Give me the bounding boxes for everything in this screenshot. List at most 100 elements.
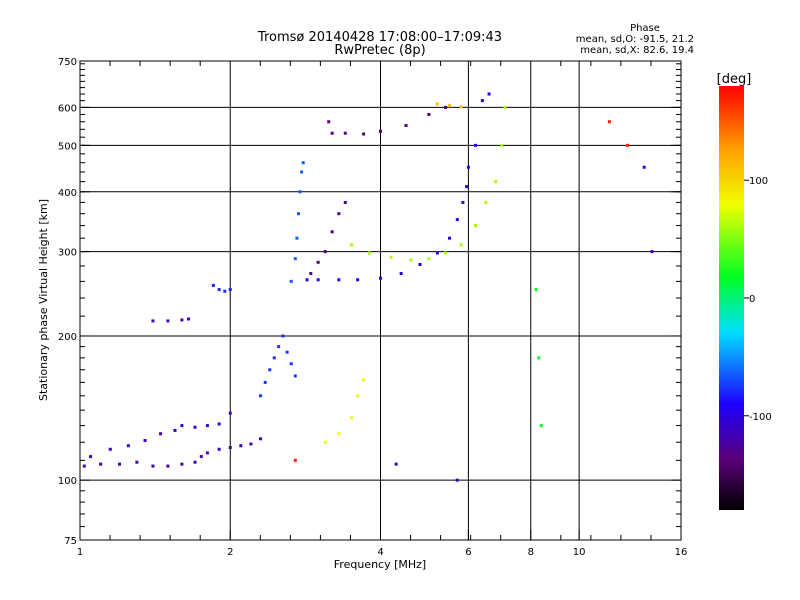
- data-point: [399, 272, 403, 276]
- data-point: [272, 356, 276, 360]
- data-point: [289, 279, 293, 283]
- data-point: [259, 437, 263, 441]
- data-point: [350, 416, 354, 420]
- data-point: [379, 276, 382, 280]
- data-point: [228, 288, 232, 292]
- x-axis-label: Frequency [MHz]: [334, 558, 426, 571]
- data-point: [356, 394, 360, 398]
- data-point: [293, 374, 297, 378]
- data-point: [228, 411, 232, 415]
- data-point: [343, 200, 347, 204]
- data-point: [298, 190, 302, 194]
- data-point: [394, 462, 398, 466]
- y-tick-label: 200: [58, 332, 77, 343]
- x-tick-label: 16: [675, 547, 688, 558]
- data-point: [217, 288, 221, 292]
- data-point: [159, 432, 163, 436]
- y-tick-label: 400: [58, 188, 77, 199]
- data-point: [473, 224, 477, 228]
- data-point: [259, 394, 263, 398]
- data-point: [217, 447, 221, 451]
- data-point: [199, 455, 203, 459]
- x-tick-label: 6: [465, 547, 471, 558]
- data-point: [135, 460, 139, 464]
- data-point: [249, 442, 253, 446]
- data-point: [281, 334, 285, 338]
- data-point: [480, 99, 484, 103]
- data-point: [362, 132, 366, 136]
- scatter-points: [82, 92, 654, 482]
- data-point: [99, 462, 103, 466]
- data-point: [289, 362, 293, 366]
- x-tick-label: 8: [528, 547, 534, 558]
- phase-stats-o: mean, sd,O: -91.5, 21.2: [576, 34, 694, 45]
- data-point: [277, 345, 281, 349]
- data-point: [418, 262, 422, 266]
- phase-stats-x: mean, sd,X: 82.6, 19.4: [580, 45, 694, 56]
- colorbar-tick-label: 100: [749, 176, 768, 187]
- data-point: [494, 180, 498, 184]
- data-point: [205, 451, 209, 455]
- data-point: [389, 255, 393, 259]
- data-point: [466, 165, 470, 169]
- grid-lines: [80, 61, 681, 540]
- data-point: [293, 257, 297, 261]
- x-tick-label: 10: [573, 547, 586, 558]
- data-point: [337, 432, 341, 436]
- data-point: [625, 143, 629, 147]
- data-point: [448, 236, 452, 240]
- data-point: [367, 251, 371, 255]
- x-tick-label: 4: [377, 547, 383, 558]
- data-point: [309, 272, 313, 276]
- data-point: [503, 105, 507, 109]
- data-point: [455, 218, 459, 222]
- data-point: [487, 92, 491, 96]
- data-point: [642, 165, 646, 169]
- data-point: [173, 428, 177, 432]
- data-point: [295, 236, 299, 240]
- data-point: [217, 422, 221, 426]
- y-tick-label: 100: [58, 476, 77, 487]
- data-point: [650, 250, 654, 254]
- data-point: [268, 368, 272, 372]
- data-point: [330, 230, 334, 234]
- phase-stats-title: Phase: [630, 23, 660, 34]
- data-point: [473, 143, 477, 147]
- data-point: [534, 288, 538, 292]
- colorbar-tick-label: -100: [749, 412, 772, 423]
- colorbar-ticks: 100 0 -100: [744, 176, 772, 423]
- data-point: [330, 131, 334, 135]
- data-point: [539, 424, 543, 428]
- x-tick-label: 1: [77, 547, 83, 558]
- data-point: [223, 289, 227, 293]
- data-point: [435, 251, 439, 255]
- data-point: [465, 185, 469, 189]
- data-point: [193, 460, 197, 464]
- data-point: [118, 462, 122, 466]
- data-point: [305, 278, 309, 282]
- data-point: [337, 212, 341, 216]
- data-point: [444, 105, 448, 109]
- data-point: [323, 440, 327, 444]
- data-point: [151, 464, 155, 468]
- data-point: [356, 278, 360, 282]
- data-point: [461, 200, 465, 204]
- data-point: [455, 478, 459, 482]
- data-point: [427, 257, 431, 261]
- data-point: [108, 447, 112, 451]
- y-tick-label: 75: [64, 536, 77, 547]
- data-point: [500, 143, 504, 147]
- data-point: [316, 278, 320, 282]
- chart-subtitle: RwPretec (8p): [334, 43, 425, 58]
- data-point: [82, 464, 86, 468]
- data-point: [293, 458, 297, 462]
- x-tick-label: 2: [227, 547, 233, 558]
- data-point: [126, 444, 130, 448]
- data-point: [180, 318, 184, 322]
- data-point: [193, 425, 197, 429]
- chart-title: Tromsø 20140428 17:08:00–17:09:43: [257, 30, 502, 45]
- data-point: [180, 424, 184, 428]
- data-point: [448, 104, 452, 108]
- data-point: [362, 378, 366, 382]
- data-point: [301, 161, 305, 165]
